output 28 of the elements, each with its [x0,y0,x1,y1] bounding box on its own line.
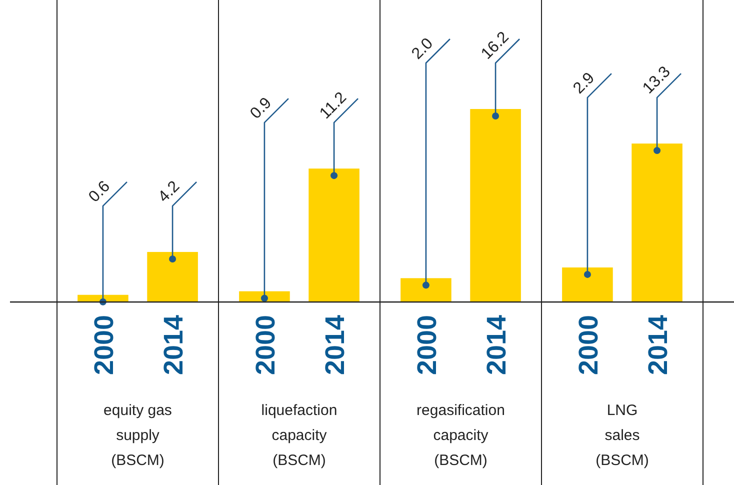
data-label: 4.2 [155,178,184,206]
x-tick-label: 2000 [573,314,604,376]
data-label: 11.2 [316,89,350,122]
x-tick-label: 2014 [643,314,674,376]
callout-pin: 0.9 [247,94,289,302]
x-tick-label: 2014 [482,314,512,376]
x-tick-label: 2000 [88,314,119,376]
x-axis-title: liquefaction capacity (BSCM) [261,402,338,469]
x-tick-label: 2014 [158,314,189,376]
callout-pin: 2.9 [570,70,612,278]
x-tick-label: 2000 [412,314,442,376]
data-label: 2.9 [570,70,598,98]
callout-pin: 0.6 [86,178,128,306]
callout-pin: 2.0 [408,35,450,289]
data-label: 13.3 [640,63,674,98]
callout-pin: 16.2 [478,28,520,120]
x-tick-label: 2000 [250,314,280,376]
x-tick-label: 2014 [320,314,350,376]
data-label: 16.2 [478,28,512,63]
x-axis-title: regasification capacity (BSCM) [416,402,505,469]
x-axis-title: equity gas supply (BSCM) [104,402,172,469]
callout-pin: 4.2 [155,178,197,262]
data-label: 0.9 [247,94,276,122]
data-label: 0.6 [86,178,114,206]
data-label: 2.0 [408,35,437,63]
callout-pin: 13.3 [640,63,682,154]
callout-pin: 11.2 [316,89,358,180]
x-axis-title: LNG sales (BSCM) [596,402,649,469]
